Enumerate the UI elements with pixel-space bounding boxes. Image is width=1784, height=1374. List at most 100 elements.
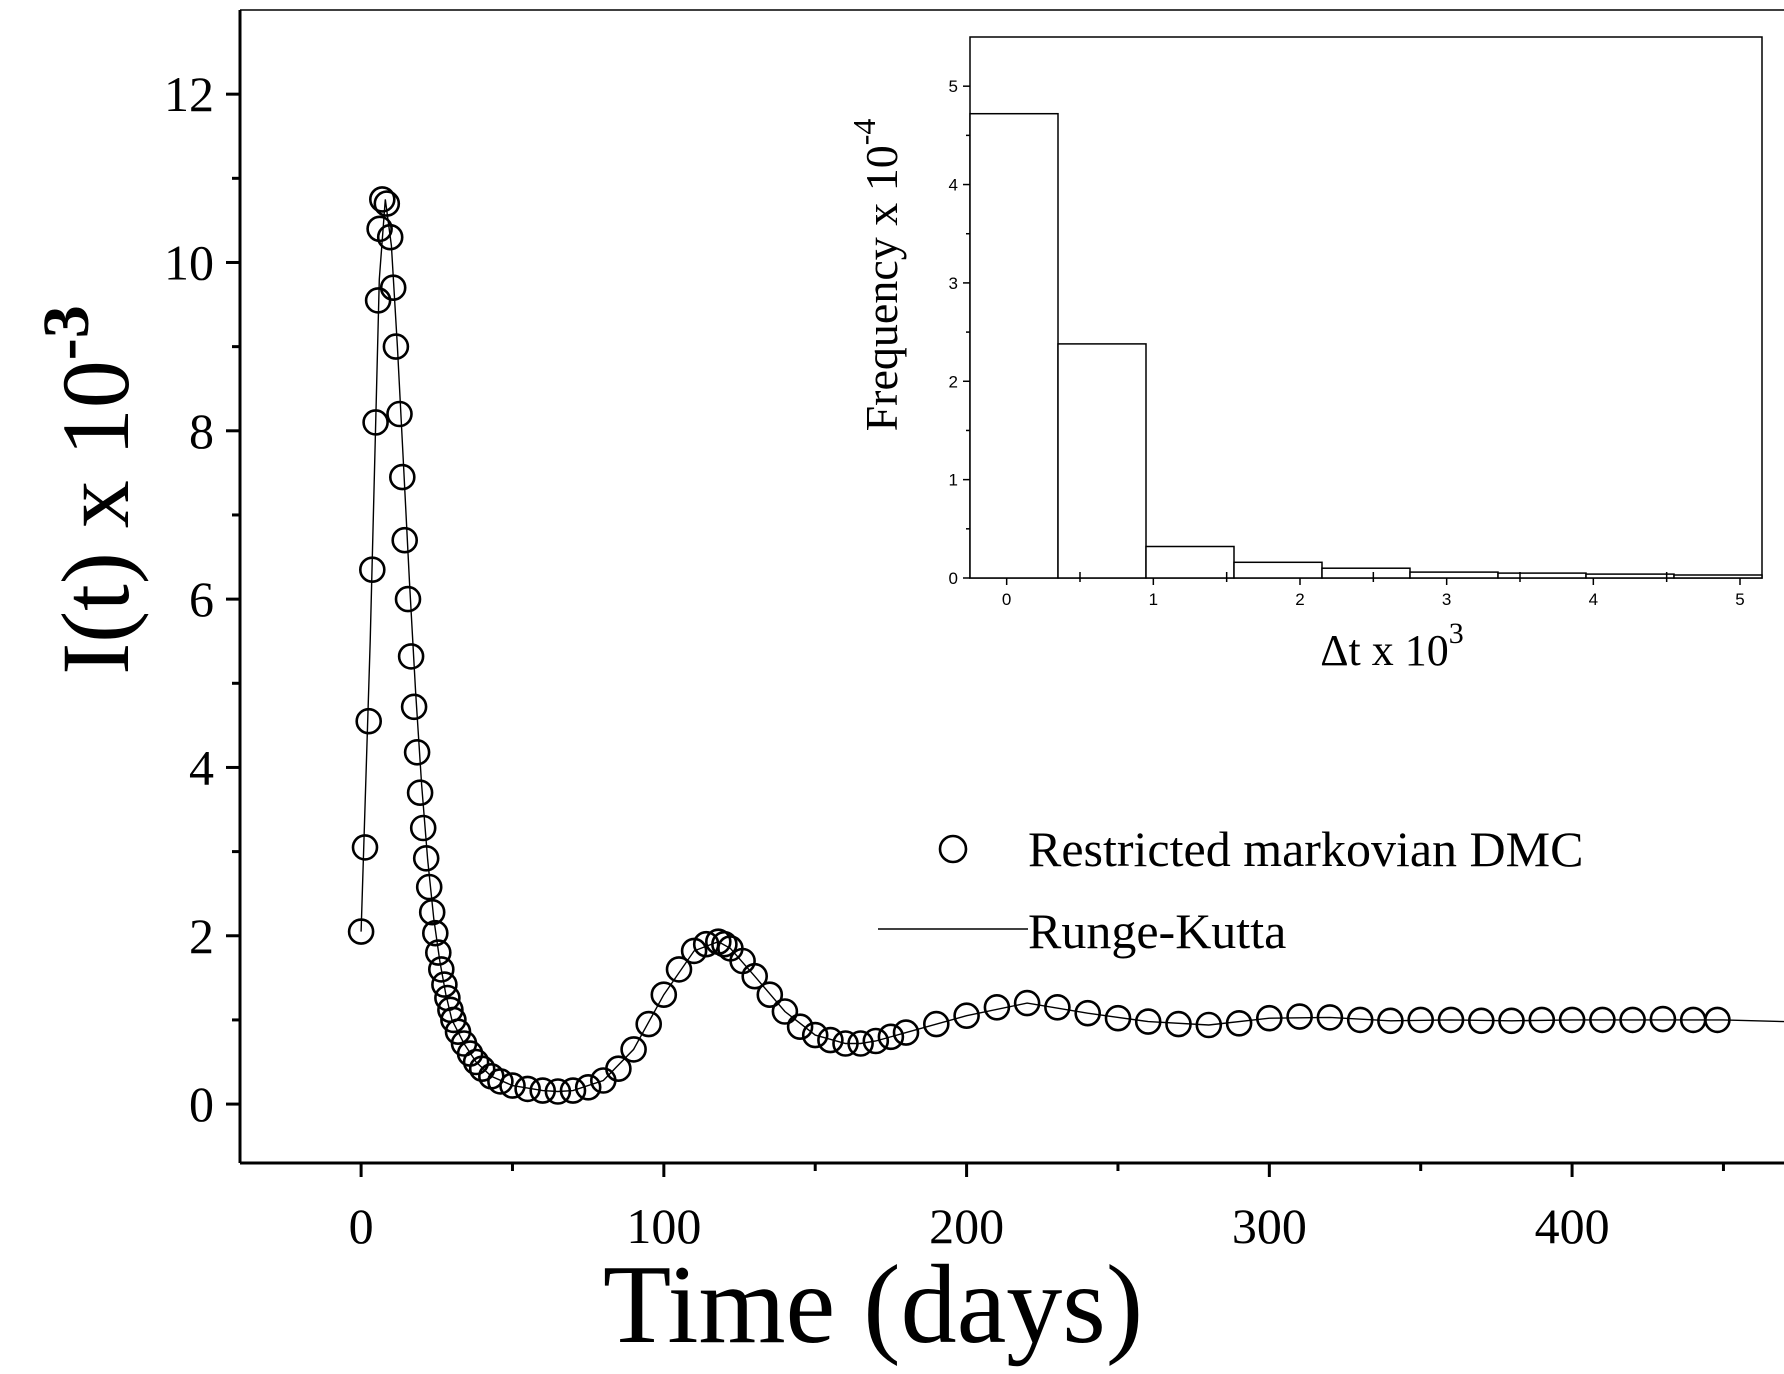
series-dmc-point (983, 993, 1011, 1021)
series-dmc-point (1316, 1004, 1344, 1031)
series-dmc-point (1704, 1006, 1731, 1034)
inset-y-tick-label: 2 (949, 372, 958, 391)
inset-y-tick-label: 3 (949, 274, 958, 293)
series-dmc-point (358, 556, 386, 584)
series-runge-kutta-line (360, 199, 1784, 1093)
inset-x-axis-title-exponent: 3 (1449, 617, 1464, 650)
series-dmc-point (1528, 1006, 1556, 1034)
series-dmc-point (487, 1068, 514, 1095)
main-x-tick-label: 300 (1232, 1198, 1307, 1254)
series-dmc-point (440, 1006, 467, 1034)
series-dmc-point (1468, 1007, 1495, 1035)
series-dmc-point (514, 1075, 541, 1103)
series-dmc-point (892, 1019, 920, 1046)
series-dmc-point (397, 643, 425, 670)
series-dmc-point (1437, 1006, 1465, 1034)
series-dmc-point (1195, 1011, 1223, 1039)
inset-x-tick-label: 5 (1735, 590, 1744, 609)
series-dmc-point (877, 1023, 905, 1051)
histogram-bar (1057, 343, 1147, 579)
series-dmc-point (499, 1072, 526, 1099)
series-dmc-point (1013, 989, 1041, 1017)
series-dmc-point (424, 939, 452, 966)
series-dmc-point (462, 1048, 490, 1076)
inset-x-axis-title-base: Δt x 10 (1320, 626, 1449, 675)
inset-y-axis-title-base: Frequency x 10 (856, 145, 907, 431)
histogram-bar (1409, 571, 1499, 579)
series-dmc-point (847, 1030, 874, 1057)
series-dmc-point (665, 956, 693, 983)
inset-x-tick-label: 1 (1149, 590, 1158, 609)
inset-y-tick-label: 0 (949, 569, 958, 588)
inset-y-tick-label: 4 (949, 176, 958, 195)
legend: Restricted markovian DMC Runge-Kutta (878, 821, 1583, 959)
series-dmc-point (817, 1026, 844, 1054)
inset-y-axis-title-exponent: -4 (846, 119, 882, 146)
series-dmc-point (771, 998, 799, 1025)
series-dmc-point (786, 1013, 814, 1040)
series-dmc-point (711, 930, 738, 958)
series-dmc-point (741, 962, 769, 990)
inset-x-tick-label: 0 (1002, 590, 1011, 609)
series-dmc-point (415, 873, 443, 901)
inset-x-tick-label: 4 (1589, 590, 1598, 609)
series-dmc-point (529, 1077, 557, 1104)
series-dmc-point (376, 223, 404, 251)
histogram-bar (1321, 567, 1411, 579)
histogram-bar (1497, 572, 1587, 579)
inset-y-tick-label: 5 (949, 77, 958, 96)
series-dmc-point (953, 1002, 980, 1030)
main-x-tick-label: 400 (1535, 1198, 1610, 1254)
series-dmc-point (922, 1010, 950, 1038)
series-dmc-point (412, 844, 440, 872)
histogram-bar (1233, 561, 1323, 579)
legend-label-dmc: Restricted markovian DMC (1028, 821, 1583, 877)
series-dmc-point (1074, 999, 1101, 1027)
main-x-tick-label: 100 (626, 1198, 701, 1254)
histogram-bar (1673, 574, 1763, 579)
inset-x-tick-label: 3 (1442, 590, 1451, 609)
series-dmc-point (1589, 1006, 1616, 1034)
svg-text:Frequency x 10-4: Frequency x 10-4 (846, 119, 907, 432)
main-x-axis-title: Time (days) (603, 1243, 1143, 1367)
series-dmc-point (559, 1077, 587, 1104)
inset-ticks: 0 1 2 3 4 5 0 1 2 3 4 5 (949, 77, 1745, 609)
histogram-bar (1145, 545, 1235, 579)
series-dmc-point (406, 779, 434, 807)
series-dmc-point (650, 981, 678, 1009)
series-dmc-point (421, 919, 449, 947)
series-dmc-point (1649, 1005, 1677, 1033)
main-y-tick-label: 12 (164, 66, 214, 122)
series-dmc-point (1558, 1006, 1586, 1034)
series-dmc-point (355, 707, 383, 735)
series-dmc-point (418, 898, 446, 926)
main-y-axis-title-base: I(t) x 10 (42, 360, 149, 675)
series-dmc-point (620, 1036, 647, 1063)
series-dmc-point (574, 1074, 602, 1101)
histogram-bar (1585, 573, 1675, 579)
series-dmc-point (351, 834, 379, 861)
series-dmc-point (347, 918, 375, 945)
series-dmc-point (400, 693, 428, 721)
series-dmc-point (431, 971, 458, 998)
series-dmc-point (386, 400, 413, 428)
main-y-tick-label: 8 (189, 403, 214, 459)
main-x-tick-label: 200 (929, 1198, 1004, 1254)
series-dmc-point (832, 1030, 859, 1057)
series-dmc-point (756, 981, 784, 1009)
main-y-tick-label: 0 (189, 1076, 214, 1132)
series-dmc-point (1134, 1008, 1162, 1035)
main-y-tick-label: 10 (164, 234, 214, 290)
series-dmc-point (635, 1010, 663, 1038)
series-dmc-point (1256, 1004, 1283, 1032)
series-dmc-point (388, 463, 416, 491)
series-dmc-point (382, 333, 410, 360)
legend-marker-dmc (938, 834, 968, 864)
series-dmc-point (366, 215, 393, 243)
inset-x-axis-title: Δt x 103 (1320, 617, 1464, 675)
series-dmc-point (544, 1078, 572, 1105)
series-dmc-point (362, 409, 389, 436)
